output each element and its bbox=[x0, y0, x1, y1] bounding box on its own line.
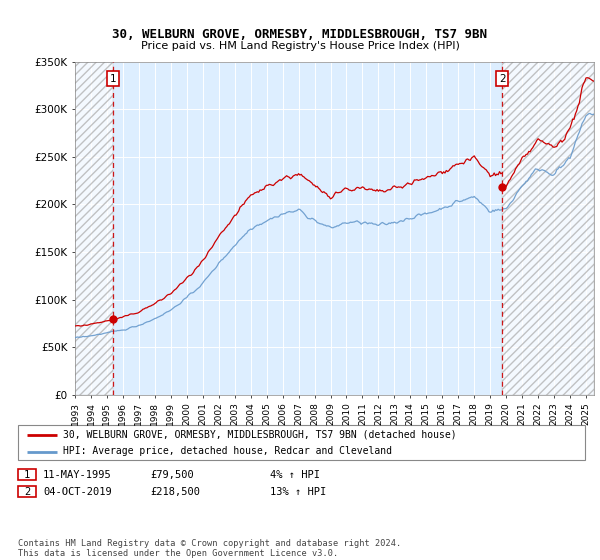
Text: 04-OCT-2019: 04-OCT-2019 bbox=[43, 487, 112, 497]
Bar bbox=[502, 62, 594, 395]
Bar bbox=[75, 62, 113, 395]
Text: 11-MAY-1995: 11-MAY-1995 bbox=[43, 470, 112, 480]
Text: Price paid vs. HM Land Registry's House Price Index (HPI): Price paid vs. HM Land Registry's House … bbox=[140, 41, 460, 52]
Text: £79,500: £79,500 bbox=[150, 470, 194, 480]
Text: 13% ↑ HPI: 13% ↑ HPI bbox=[270, 487, 326, 497]
Text: 30, WELBURN GROVE, ORMESBY, MIDDLESBROUGH, TS7 9BN: 30, WELBURN GROVE, ORMESBY, MIDDLESBROUG… bbox=[113, 28, 487, 41]
Text: £218,500: £218,500 bbox=[150, 487, 200, 497]
Text: Contains HM Land Registry data © Crown copyright and database right 2024.
This d: Contains HM Land Registry data © Crown c… bbox=[18, 539, 401, 558]
Text: 2: 2 bbox=[499, 74, 505, 84]
Text: 1: 1 bbox=[110, 74, 116, 84]
Text: 1: 1 bbox=[24, 470, 30, 480]
Text: 2: 2 bbox=[24, 487, 30, 497]
Text: 4% ↑ HPI: 4% ↑ HPI bbox=[270, 470, 320, 480]
Text: HPI: Average price, detached house, Redcar and Cleveland: HPI: Average price, detached house, Redc… bbox=[63, 446, 392, 456]
Text: 30, WELBURN GROVE, ORMESBY, MIDDLESBROUGH, TS7 9BN (detached house): 30, WELBURN GROVE, ORMESBY, MIDDLESBROUG… bbox=[63, 430, 457, 440]
